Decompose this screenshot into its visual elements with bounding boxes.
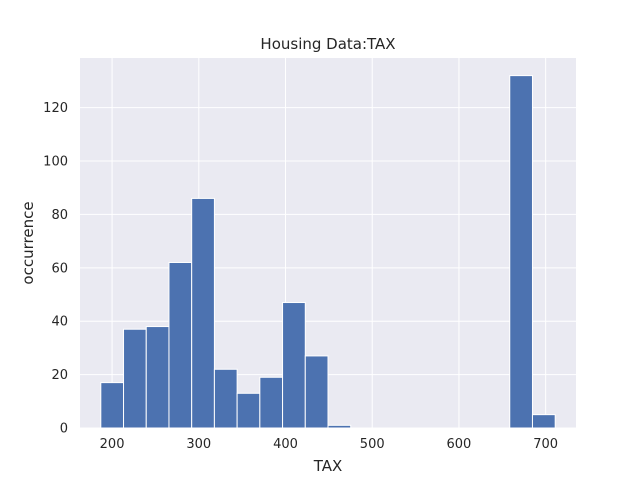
histogram-bar xyxy=(327,424,352,429)
y-tick-label: 120 xyxy=(43,101,68,116)
histogram-bar xyxy=(282,302,306,429)
y-axis-ticks: 0 20 40 60 80 100 120 xyxy=(43,101,68,436)
x-tick-label: 200 xyxy=(100,437,125,452)
histogram-bar xyxy=(236,392,261,429)
histogram-bar xyxy=(100,382,125,429)
x-tick-label: 700 xyxy=(533,437,558,452)
x-axis-label: TAX xyxy=(313,457,343,475)
x-tick-label: 300 xyxy=(186,437,211,452)
histogram-bar xyxy=(304,355,329,429)
x-axis-ticks: 200 300 400 500 600 700 xyxy=(100,437,558,452)
y-tick-label: 20 xyxy=(51,368,68,383)
y-tick-label: 0 xyxy=(60,422,68,437)
y-tick-label: 80 xyxy=(51,208,68,223)
y-tick-label: 40 xyxy=(51,315,68,330)
histogram-bar xyxy=(191,197,215,429)
x-tick-label: 400 xyxy=(273,437,298,452)
histogram-bar xyxy=(168,261,193,429)
y-axis-label: occurrence xyxy=(19,201,37,284)
histogram-bar xyxy=(509,75,533,429)
x-tick-label: 500 xyxy=(360,437,385,452)
histogram-bar xyxy=(145,326,170,429)
histogram-bar xyxy=(259,376,284,429)
x-tick-label: 600 xyxy=(447,437,472,452)
histogram-bar xyxy=(123,328,147,429)
y-tick-label: 60 xyxy=(51,261,68,276)
y-tick-label: 100 xyxy=(43,155,68,170)
histogram-bar xyxy=(531,414,556,429)
histogram-bars xyxy=(100,75,556,429)
chart-title: Housing Data:TAX xyxy=(260,35,395,53)
histogram-bar xyxy=(213,368,238,429)
